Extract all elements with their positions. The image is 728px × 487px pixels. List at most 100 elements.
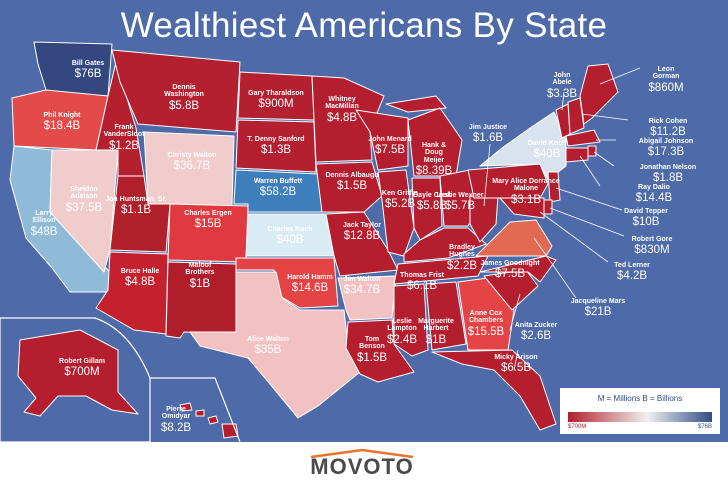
net-worth-value: $860M [648, 81, 684, 94]
state-shape-hi [179, 402, 239, 439]
state-label-ok: Harold Hamm $14.6B [285, 274, 335, 294]
person-name: David Tepper [624, 208, 668, 215]
state-shape-ak [17, 329, 139, 417]
net-worth-value: $7.5B [494, 268, 526, 281]
person-name: Robert Gillam [59, 358, 105, 365]
person-name: Dennis Washington [164, 84, 204, 99]
state-label-sd: T. Denny Sanford $1.3B [246, 136, 306, 156]
person-name: T. Denny Sanford [247, 136, 305, 143]
net-worth-value: $1.3B [260, 144, 292, 157]
person-name: Marguerite Harbert [418, 318, 454, 333]
net-worth-value: $5.7B [444, 200, 476, 213]
net-worth-value: $6.1B [406, 280, 438, 293]
state-shape-ms [393, 283, 429, 357]
net-worth-value: $3.3B [547, 87, 578, 100]
state-label-mo: Jack Taylor $12.8B [337, 222, 387, 242]
state-label-mi: Hank & Doug Meijer $8.39B [414, 142, 454, 177]
net-worth-value: $1.1B [120, 204, 152, 217]
state-label-ri: Jonathan Nelson $1.8B [628, 164, 708, 184]
state-label-vt: John Abele $3.3B [547, 72, 577, 100]
net-worth-value: $900M [258, 98, 294, 111]
state-shape-ct [565, 147, 589, 163]
state-shape-nc [479, 255, 557, 283]
net-worth-value: $40B [533, 148, 561, 161]
person-name: Micky Arison [494, 354, 538, 361]
state-shape-wi [355, 109, 409, 171]
net-worth-value: $14.6B [291, 282, 329, 295]
net-worth-value: $18.4B [43, 120, 81, 133]
state-shape-mt [111, 49, 241, 133]
state-label-mt: Dennis Washington $5.8B [154, 84, 214, 112]
person-name: Sheldon Adelson [70, 186, 98, 201]
person-name: Ken Griffin [381, 190, 419, 197]
state-label-ut: Jon Huntsman, Sr. $1.1B [101, 196, 171, 216]
net-worth-value: $35B [254, 344, 282, 357]
state-label-mn: Whitney MacMillan $4.8B [312, 96, 372, 124]
alaska-inset [0, 317, 151, 442]
net-worth-value: $40B [276, 234, 304, 247]
net-worth-value: $2.6B [520, 330, 552, 343]
us-state-map [0, 41, 641, 442]
net-worth-value: $1B [189, 277, 211, 290]
net-worth-value: $12.8B [343, 230, 381, 243]
person-name: John Menard [368, 136, 412, 143]
roof-icon [310, 448, 414, 458]
person-name: Larry Ellison [32, 210, 56, 225]
person-name: Hank & Doug Meijer [421, 142, 447, 164]
net-worth-value: $36.7B [173, 160, 211, 173]
state-label-nj: David Tepper $10B [616, 208, 676, 228]
net-worth-value: $5.8B [416, 200, 448, 213]
person-name: Ray Dalio [638, 184, 670, 191]
person-name: David Koch [527, 140, 567, 147]
net-worth-value: $11.2B [650, 126, 686, 139]
state-label-de: Robert Gore $830M [622, 236, 682, 256]
state-shape-nh [567, 97, 585, 135]
state-shape-ri [587, 145, 597, 157]
net-worth-value: $7.5B [374, 144, 406, 157]
net-worth-value: $8.39B [415, 165, 453, 178]
state-shape-al [425, 281, 467, 351]
state-shape-ny [479, 111, 567, 181]
person-name: Gayle Cook [412, 192, 452, 199]
legend: M = Millions B = Billions $700M $76B [560, 388, 720, 434]
state-label-sc: Anita Zucker $2.6B [506, 322, 566, 342]
state-label-wy: Christy Walton $36.7B [157, 152, 227, 172]
net-worth-value: $5.2B [384, 198, 416, 211]
net-worth-value: $1B [425, 333, 447, 346]
state-shape-fl [431, 349, 557, 431]
state-label-nc: James Goodnight $7.5B [475, 260, 545, 280]
state-label-fl: Micky Arison $6.5B [486, 354, 546, 374]
state-shape-me [579, 63, 619, 125]
movoto-logo: MOVOTO [262, 448, 462, 480]
state-label-ne: Warren Buffett $58.2B [253, 178, 303, 198]
net-worth-value: $15.5B [467, 325, 505, 338]
net-worth-value: $1.6B [472, 132, 504, 145]
person-name: Mary Alice Dorrance Malone [492, 178, 560, 193]
legend-key: M = Millions B = Billions [597, 394, 683, 403]
net-worth-value: $1.8B [652, 172, 684, 185]
state-label-al: Marguerite Harbert $1B [411, 318, 461, 346]
state-label-nm: Maloof Brothers $1B [175, 262, 225, 290]
state-label-tn: Thomas Frist $6.1B [397, 272, 447, 292]
state-label-ma: Abigail Johnson $17.3B [631, 138, 701, 158]
state-label-wv: Jim Justice $1.6B [468, 124, 508, 144]
state-shape-va [475, 219, 553, 257]
state-label-ms: Leslie Lampton $2.4B [382, 318, 422, 346]
state-shape-ia [315, 161, 383, 213]
state-label-tx: Alice Walton $35B [233, 336, 303, 356]
net-worth-value: $2.4B [386, 333, 418, 346]
state-label-pa: Mary Alice Dorrance Malone $3.1B [486, 178, 566, 206]
net-worth-value: $4.8B [326, 111, 358, 124]
net-worth-value: $17.3B [647, 146, 685, 159]
person-name: Dennis Albaugh [325, 172, 379, 179]
state-label-id: Frank VanderSloot $1.2B [94, 124, 154, 152]
net-worth-value: $1.2B [108, 139, 140, 152]
person-name: Pierre Omidyar [161, 406, 191, 421]
state-shape-md [499, 197, 545, 219]
person-name: Abigail Johnson [638, 138, 694, 145]
leader-line-va [533, 237, 577, 299]
state-shape-ar [337, 275, 397, 321]
net-worth-value: $8.2B [160, 421, 192, 434]
state-label-wi: John Menard $7.5B [365, 136, 415, 156]
person-name: Frank VanderSloot [103, 124, 145, 139]
